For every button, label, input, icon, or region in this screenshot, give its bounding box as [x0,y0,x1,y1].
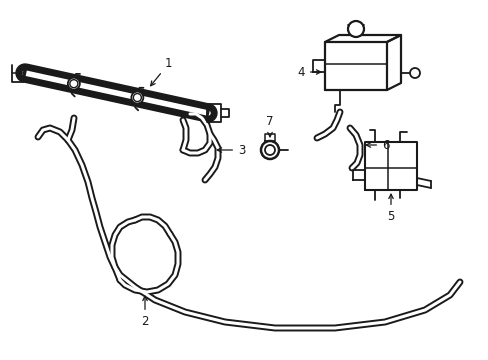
Circle shape [409,68,419,78]
Text: 6: 6 [366,139,389,152]
Circle shape [131,91,143,104]
Circle shape [133,94,141,102]
Text: 4: 4 [297,66,320,78]
Text: 2: 2 [141,296,148,328]
Circle shape [70,80,78,88]
Circle shape [264,145,274,155]
Text: 7: 7 [265,115,273,137]
Text: 1: 1 [150,57,172,86]
Circle shape [261,141,279,159]
Text: 3: 3 [217,144,245,157]
Text: 5: 5 [386,194,394,223]
Circle shape [68,78,80,90]
Circle shape [347,21,363,37]
